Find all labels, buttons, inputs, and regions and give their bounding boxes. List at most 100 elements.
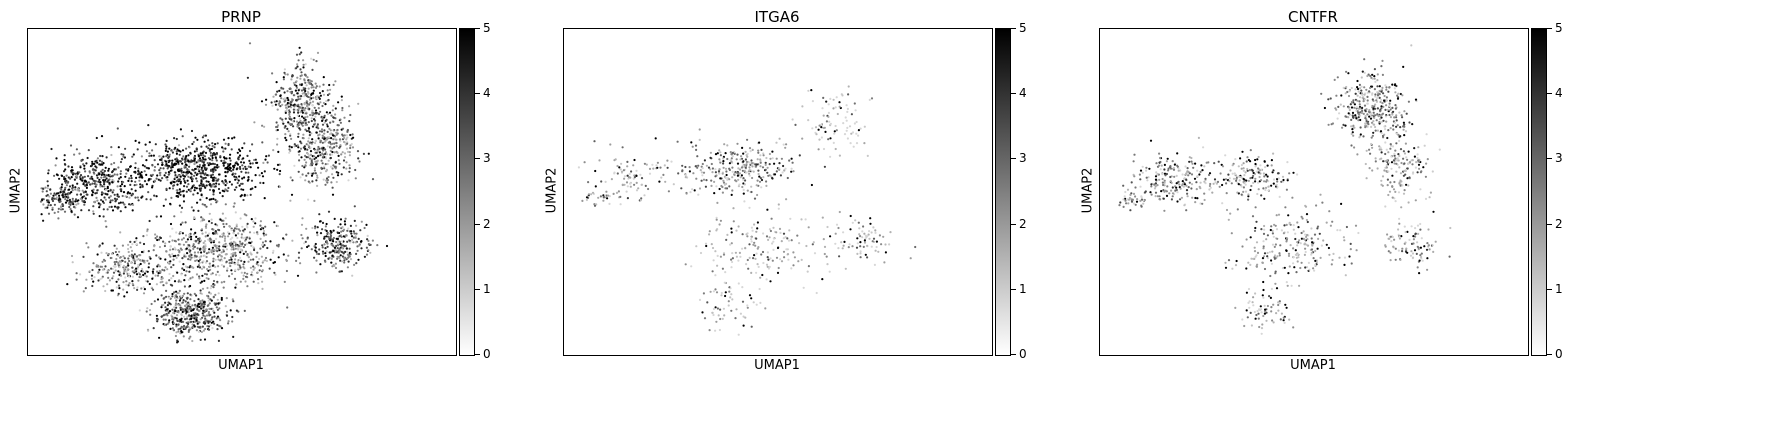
data-point [108, 182, 111, 185]
data-point [301, 237, 304, 240]
data-point [846, 137, 849, 140]
data-point [187, 329, 191, 332]
data-point [352, 230, 355, 233]
data-point [166, 150, 169, 153]
data-point [291, 98, 294, 101]
data-point [165, 155, 168, 158]
data-point [1391, 106, 1394, 109]
data-point [1185, 172, 1188, 175]
data-point [292, 94, 295, 97]
data-point [194, 231, 197, 234]
data-point [633, 176, 636, 179]
data-point [722, 251, 726, 255]
data-point [615, 191, 619, 194]
data-point [216, 224, 219, 227]
data-point [68, 188, 71, 191]
data-point [780, 157, 783, 160]
data-point [326, 125, 329, 128]
data-point [760, 186, 763, 189]
data-point [1257, 188, 1260, 191]
data-point [314, 172, 317, 175]
data-point [741, 185, 744, 189]
data-point [718, 187, 721, 191]
data-point [200, 307, 203, 310]
data-point [221, 233, 224, 236]
data-point [715, 218, 718, 221]
data-point [640, 197, 643, 200]
data-point [225, 314, 229, 317]
data-point [1411, 123, 1414, 126]
data-point [202, 246, 205, 249]
data-point [101, 173, 104, 176]
data-point [1122, 198, 1125, 201]
data-point [758, 175, 761, 178]
data-point [57, 207, 60, 210]
data-point [317, 147, 320, 150]
data-point [210, 176, 213, 179]
data-point [162, 240, 165, 243]
data-point [313, 106, 316, 109]
data-point [332, 176, 335, 179]
data-point [1133, 175, 1136, 178]
data-point [1190, 160, 1193, 163]
data-point [69, 208, 72, 211]
data-point [315, 85, 318, 88]
data-point [695, 177, 698, 180]
data-point [775, 170, 778, 173]
data-point [331, 109, 334, 112]
data-point [123, 257, 126, 260]
data-point [1352, 99, 1355, 102]
data-point [170, 266, 173, 269]
data-point [639, 173, 642, 176]
data-point [861, 236, 864, 239]
data-point [151, 149, 154, 152]
data-point [750, 325, 753, 328]
data-point [1235, 179, 1238, 182]
data-point [790, 157, 793, 160]
data-point [282, 237, 285, 240]
data-point [181, 157, 184, 160]
data-point [191, 177, 194, 181]
data-point [178, 260, 181, 263]
data-point [215, 302, 218, 305]
data-point [1162, 183, 1165, 187]
data-point [1380, 65, 1383, 68]
data-point [851, 221, 854, 224]
data-point [163, 244, 166, 248]
data-point [167, 171, 170, 174]
data-point [224, 242, 227, 245]
data-point [1286, 161, 1289, 164]
data-point [209, 203, 213, 206]
data-point [1134, 186, 1137, 189]
data-point [133, 287, 136, 290]
data-point [157, 238, 161, 241]
data-point [1224, 178, 1228, 181]
data-point [850, 113, 853, 116]
data-point [353, 232, 356, 235]
data-point [138, 309, 141, 312]
data-point [822, 147, 826, 151]
data-point [735, 255, 738, 258]
data-point [155, 215, 158, 218]
data-point [174, 303, 177, 307]
data-point [299, 77, 302, 80]
data-point [156, 298, 160, 301]
data-point [317, 137, 320, 140]
data-point [195, 319, 198, 322]
data-point [261, 287, 264, 290]
data-point [1345, 70, 1348, 73]
data-point [161, 163, 164, 166]
data-point [89, 183, 92, 186]
data-point [90, 164, 94, 167]
data-point [180, 171, 183, 174]
data-point [1285, 188, 1288, 191]
data-point [1244, 183, 1247, 186]
data-point [188, 244, 191, 247]
data-point [231, 298, 234, 301]
data-point [199, 300, 202, 303]
data-point [312, 113, 315, 116]
data-point [322, 156, 325, 159]
data-point [176, 176, 179, 179]
data-point [1278, 195, 1281, 198]
data-point [301, 124, 304, 127]
